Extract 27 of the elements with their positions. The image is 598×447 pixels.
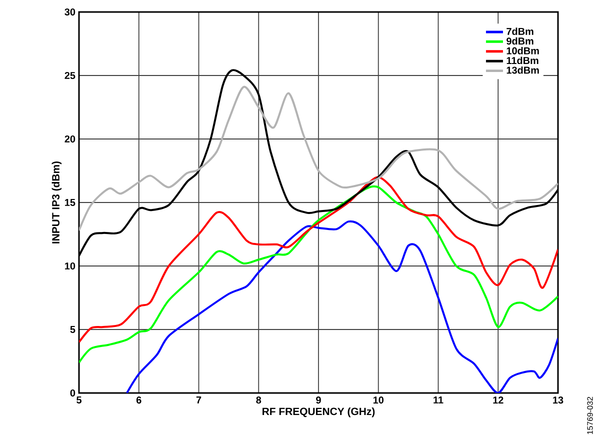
x-tick-label: 8 [256,396,262,404]
x-tick-label: 6 [136,396,142,404]
y-tick-label: 25 [64,72,76,80]
line-series [79,186,558,364]
x-axis-title: RF FREQUENCY (GHz) [262,407,375,418]
legend-label: 7dBm [506,28,534,35]
x-tick-label: 11 [434,396,444,404]
x-tick-label: 9 [316,396,321,404]
line-series [79,86,558,232]
y-tick-label: 5 [70,326,76,333]
y-tick-label: 30 [64,8,76,16]
y-tick-label: 0 [70,389,76,397]
line-series [126,220,558,393]
x-tick-label: 5 [76,396,82,404]
x-tick-label: 7 [196,396,202,404]
x-tick-label: 10 [373,396,384,404]
y-tick-label: 15 [65,199,76,206]
y-tick-label: 10 [65,262,76,270]
legend-label: 9dBm [506,37,534,45]
legend-label: 13dBm [506,66,539,74]
x-tick-label: 12 [493,396,504,404]
legend-label: 10dBm [506,47,539,54]
x-tick-label: 13 [553,396,564,404]
legend-label: 11dBm [506,56,538,64]
y-axis-title: INPUT IP3 (dBm) [52,161,62,244]
line-series [79,176,558,344]
y-tick-label: 20 [64,135,76,143]
